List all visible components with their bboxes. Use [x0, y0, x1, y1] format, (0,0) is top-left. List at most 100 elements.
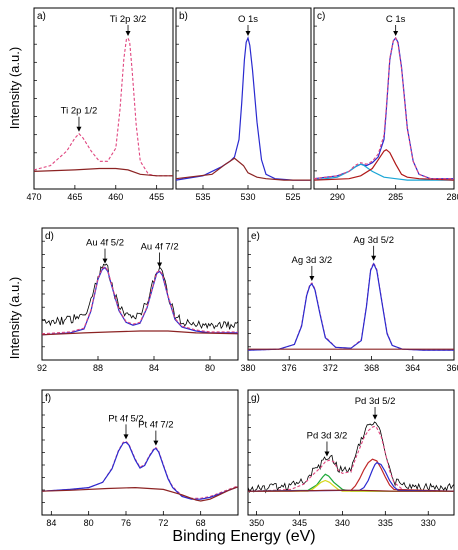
x-tick-label: 335	[378, 518, 393, 528]
panel-frame	[247, 389, 455, 516]
series-raw	[41, 263, 239, 330]
series-fit	[247, 262, 454, 351]
peak-arrow-head	[102, 258, 108, 264]
peak-arrow-head	[371, 255, 377, 261]
x-tick-label: 345	[292, 518, 307, 528]
x-tick-label: 380	[240, 363, 255, 373]
x-tick-label: 84	[149, 363, 159, 373]
x-tick-label: 530	[240, 192, 255, 202]
peak-arrow-head	[324, 451, 330, 457]
panel-label: e)	[251, 231, 260, 242]
panel-frame	[247, 227, 455, 361]
panel-b: b) 535 530 525 O 1s	[175, 7, 312, 202]
peak-arrow-head	[157, 262, 163, 268]
series-envelope	[33, 37, 173, 177]
panel-frame	[175, 7, 312, 190]
panel-a: a) 470 465 460 455 Ti 2p 1/2 Ti 2p 3/2	[26, 7, 174, 202]
x-tick-label: 68	[196, 518, 206, 528]
series-fit	[41, 441, 239, 500]
x-tick-label: 372	[323, 363, 338, 373]
panel-frame	[41, 389, 239, 516]
panels-group: a) 470 465 460 455 Ti 2p 1/2 Ti 2p 3/2 b) 535 530…	[26, 7, 458, 528]
series-background	[175, 157, 311, 181]
series-comp1	[313, 163, 454, 181]
x-tick-label: 330	[421, 518, 436, 528]
series-envelope	[313, 36, 454, 180]
peak-label: Pt 4f 7/2	[138, 420, 173, 431]
peak-label: Pt 4f 5/2	[108, 413, 143, 424]
panel-d: d) 92 88 84 80 Au 4f 5/2 Au 4f 7/2	[37, 227, 239, 373]
series-envelope	[41, 265, 238, 335]
peak-label: Au 4f 5/2	[86, 238, 124, 249]
x-tick-label: 340	[335, 518, 350, 528]
series-comp4	[247, 461, 455, 492]
x-tick-label: 535	[195, 192, 210, 202]
panel-label: g)	[251, 393, 260, 404]
panel-label: b)	[179, 11, 188, 22]
peak-label: Ag 3d 3/2	[292, 255, 333, 266]
x-tick-label: 92	[37, 363, 47, 373]
series-envelope	[247, 425, 454, 492]
x-tick-label: 72	[158, 518, 168, 528]
series-fit	[41, 266, 238, 336]
peak-label: Ti 2p 1/2	[61, 106, 98, 117]
series-envelope	[247, 261, 454, 351]
series-background	[41, 330, 239, 336]
peak-arrow-head	[125, 31, 131, 36]
panel-label: a)	[37, 11, 46, 22]
x-tick-label: 455	[149, 192, 164, 202]
peak-label: Ag 3d 5/2	[353, 235, 394, 246]
x-tick-label: 368	[364, 363, 379, 373]
panel-c: c) 290 285 280 C 1s	[313, 7, 458, 202]
x-tick-label: 80	[205, 363, 215, 373]
series-raw	[247, 421, 455, 494]
series-fit	[313, 36, 454, 180]
series-comp2	[313, 148, 455, 181]
x-tick-label: 88	[93, 363, 103, 373]
series-comp3	[247, 458, 455, 492]
panel-label: d)	[45, 231, 54, 242]
peak-arrow-head	[123, 434, 129, 440]
peak-label: Pd 3d 5/2	[355, 396, 396, 407]
series-background	[248, 489, 454, 492]
panel-f: f) 84 80 76 72 68 Pt 4f 5/2Pt 4f 7/2	[41, 389, 239, 528]
series-comp1	[247, 473, 454, 492]
panel-e: e) 380 376 372 368 364 360 Ag 3d 3/2 Ag 3d 5/2	[240, 227, 458, 373]
peak-label: C 1s	[386, 14, 406, 25]
x-axis-label: Binding Energy (eV)	[172, 528, 315, 545]
x-tick-label: 470	[26, 192, 41, 202]
x-tick-label: 84	[46, 518, 56, 528]
panel-frame	[313, 7, 455, 190]
panel-label: c)	[317, 11, 325, 22]
x-tick-label: 290	[330, 192, 345, 202]
peak-label: Ti 2p 3/2	[110, 14, 147, 25]
panel-label: f)	[45, 393, 51, 404]
x-tick-label: 376	[282, 363, 297, 373]
x-tick-label: 350	[249, 518, 264, 528]
series-background	[33, 167, 173, 177]
peak-arrow-head	[372, 414, 378, 420]
peak-label: O 1s	[238, 14, 258, 25]
x-tick-label: 360	[446, 363, 458, 373]
x-tick-label: 460	[108, 192, 123, 202]
panel-g: g) 350 345 340 335 330 Pd 3d 3/2 Pd 3d 5/2	[247, 389, 455, 528]
peak-arrow-head	[245, 31, 251, 36]
x-tick-label: 80	[84, 518, 94, 528]
peak-arrow-head	[153, 440, 159, 446]
x-tick-label: 364	[405, 363, 420, 373]
peak-label: Au 4f 7/2	[141, 242, 179, 253]
x-tick-label: 525	[285, 192, 300, 202]
x-tick-label: 285	[388, 192, 403, 202]
x-tick-label: 76	[121, 518, 131, 528]
peak-arrow-head	[76, 126, 82, 132]
peak-label: Pd 3d 3/2	[307, 430, 348, 441]
series-background	[41, 486, 239, 502]
peak-arrow-head	[309, 275, 315, 281]
x-tick-label: 465	[67, 192, 82, 202]
series-fit	[175, 36, 311, 181]
peak-arrow-head	[393, 31, 399, 36]
x-tick-label: 280	[446, 192, 458, 202]
y-axis-label-2: Intensity (a.u.)	[7, 277, 22, 359]
y-axis-label: Intensity (a.u.)	[7, 47, 22, 129]
